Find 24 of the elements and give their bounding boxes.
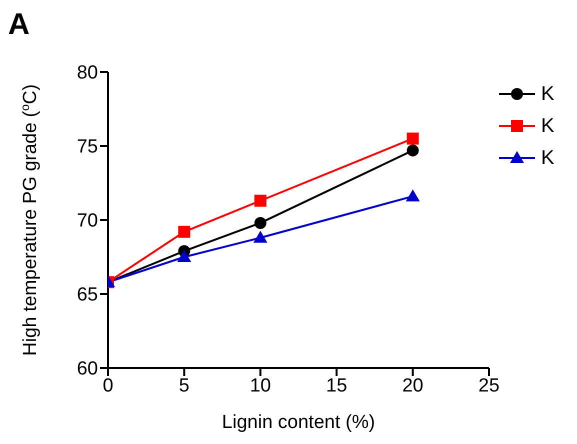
point xyxy=(406,144,419,156)
x-axis-title: Lignin content (%) xyxy=(222,412,376,433)
legend-label: K xyxy=(541,114,554,138)
y-tick-label: 65 xyxy=(76,284,98,306)
legend-label: K xyxy=(541,146,554,170)
y-tick-label: 80 xyxy=(76,62,98,84)
point xyxy=(177,250,192,262)
y-tick-label: 60 xyxy=(76,358,98,380)
y-tick-label: 70 xyxy=(76,210,98,232)
x-tick-label: 5 xyxy=(178,375,190,396)
legend-label: K xyxy=(541,82,554,106)
x-tick-label: 15 xyxy=(326,375,348,396)
x-tick-label: 20 xyxy=(402,375,424,396)
x-tick-label: 0 xyxy=(102,375,114,396)
x-tick-label: 10 xyxy=(250,375,271,396)
point xyxy=(406,189,420,202)
point xyxy=(254,216,266,229)
point xyxy=(406,132,419,145)
chart-title: A xyxy=(8,8,30,42)
y-tick-label: 75 xyxy=(76,136,98,158)
x-tick-label: 25 xyxy=(478,375,500,396)
point xyxy=(178,226,190,238)
point xyxy=(253,230,268,243)
point xyxy=(254,194,266,207)
